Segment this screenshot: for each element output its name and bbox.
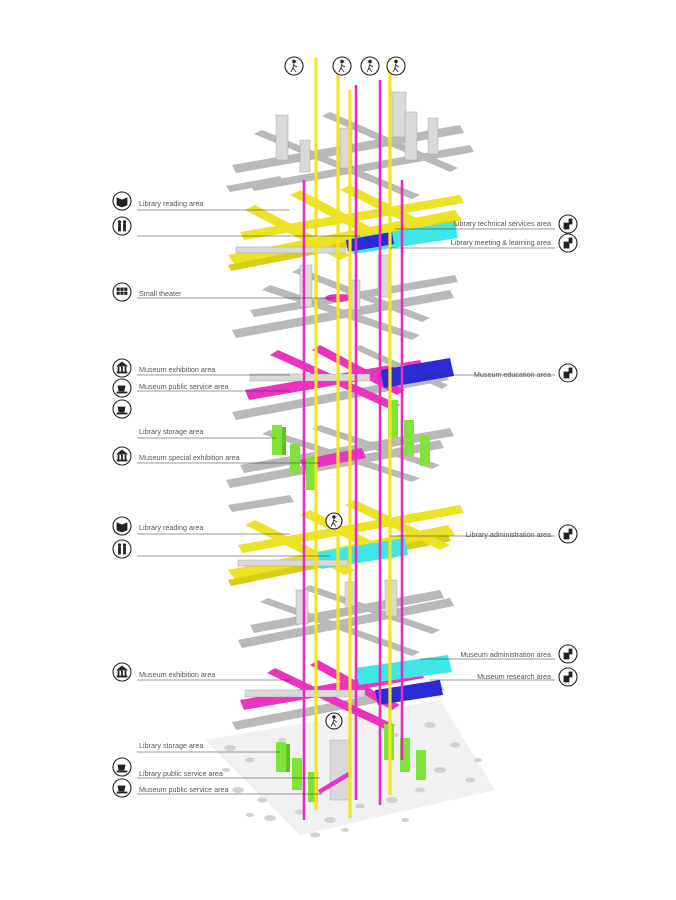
person-walking-icon — [284, 56, 304, 76]
label-library-meeting-learning-area: Library meeting & learning area — [451, 238, 551, 247]
label-small-theater: Small theater — [139, 289, 182, 298]
office-icon — [558, 214, 578, 234]
book-icon — [112, 516, 132, 536]
office-icon — [558, 667, 578, 687]
office-icon — [558, 363, 578, 383]
cup-icon — [112, 399, 132, 419]
museum-icon — [112, 662, 132, 682]
person-walking-icon — [325, 512, 343, 530]
level-circulation-mid — [238, 579, 454, 656]
theater-seats-icon — [112, 282, 132, 302]
label-library-public-service-area: Library public service area — [139, 769, 223, 778]
restroom-icon — [112, 539, 132, 559]
level-small-theater — [232, 254, 458, 340]
person-walking-icon — [332, 56, 352, 76]
label-library-storage-area: Library storage area — [139, 427, 203, 436]
label-museum-research-area: Museum research area — [477, 672, 551, 681]
label-library-reading-area: Library reading area — [139, 523, 203, 532]
vertical-circulation — [302, 58, 404, 820]
leader-lines — [137, 209, 555, 795]
right-icons — [558, 214, 578, 687]
label-library-storage-area: Library storage area — [139, 741, 203, 750]
label-library-technical-services-area: Library technical services area — [454, 219, 551, 228]
office-icon — [558, 524, 578, 544]
label-museum-public-service-area: Museum public service area — [139, 785, 228, 794]
label-library-administration-area: Library administration area — [466, 530, 551, 539]
label-museum-exhibition-area: Museum exhibition area — [139, 670, 215, 679]
office-icon — [558, 233, 578, 253]
left-icons — [112, 191, 132, 798]
person-walking-icon — [386, 56, 406, 76]
level-roof — [232, 91, 474, 199]
label-museum-public-service-area: Museum public service area — [139, 382, 228, 391]
restroom-icon — [112, 216, 132, 236]
museum-icon — [112, 358, 132, 378]
museum-icon — [112, 446, 132, 466]
cup-icon — [112, 378, 132, 398]
cup-icon — [112, 757, 132, 777]
label-library-reading-area: Library reading area — [139, 199, 203, 208]
label-museum-administration-area: Museum administration area — [460, 650, 551, 659]
label-museum-special-exhibition-area: Museum special exhibition area — [139, 453, 240, 462]
cup-icon — [112, 778, 132, 798]
person-walking-icon — [325, 712, 343, 730]
level-museum-exhibition-upper — [232, 345, 454, 420]
person-walking-icon — [360, 56, 380, 76]
label-museum-education-area: Museum education area — [474, 370, 551, 379]
top-entry-icons — [284, 56, 406, 76]
level-library-reading-lower — [228, 495, 464, 586]
book-icon — [112, 191, 132, 211]
label-museum-exhibition-area: Museum exhibition area — [139, 365, 215, 374]
labels-right: Library technical services area Library … — [451, 219, 551, 681]
office-icon — [558, 644, 578, 664]
level-library-reading-upper — [226, 176, 464, 271]
labels-left: Library reading area Small theater Museu… — [139, 199, 240, 794]
